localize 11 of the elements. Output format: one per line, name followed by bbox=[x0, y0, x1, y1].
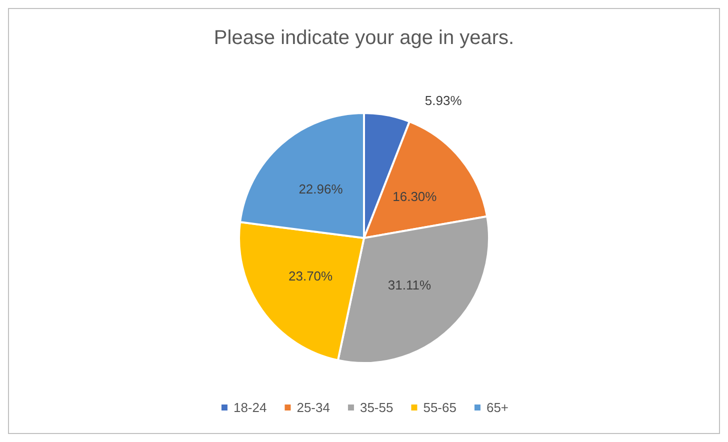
data-label: 5.93% bbox=[424, 92, 462, 108]
data-label: 31.11% bbox=[388, 278, 432, 293]
legend-label: 65+ bbox=[486, 400, 509, 415]
legend-label: 55-65 bbox=[423, 400, 456, 415]
legend-label: 18-24 bbox=[233, 400, 267, 415]
data-label: 22.96% bbox=[298, 181, 344, 196]
legend-label: 25-34 bbox=[296, 400, 330, 415]
data-label: 16.30% bbox=[392, 189, 438, 204]
legend-label: 35-55 bbox=[360, 400, 394, 415]
chart-title: Please indicate your age in years. bbox=[214, 27, 514, 49]
data-label: 23.70% bbox=[288, 268, 334, 284]
